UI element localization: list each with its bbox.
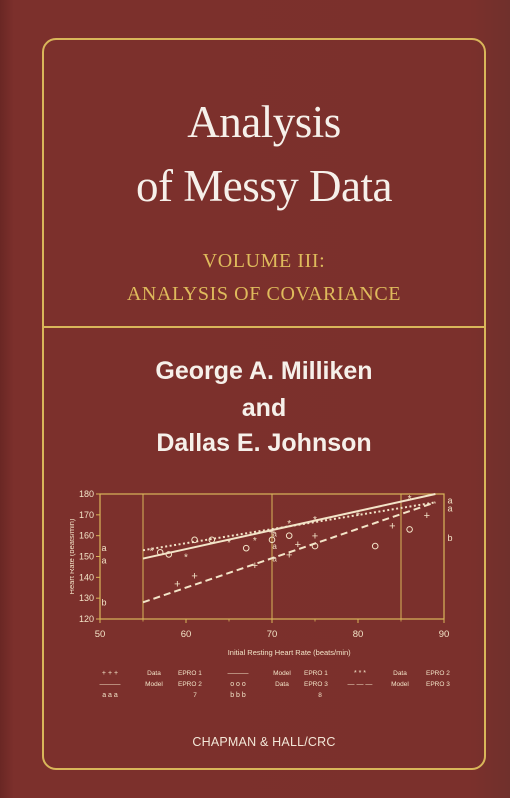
data-point-plus: + [269,527,275,539]
data-point-plus: + [252,560,258,572]
line-label-mid: a [272,542,277,551]
data-point-plus: + [191,570,197,582]
data-point-star: * [356,511,360,522]
legend-letters: 7 [193,692,197,699]
legend-label: EPRO 2 [426,670,450,677]
x-tick-label: 60 [181,629,192,640]
legend-label: EPRO 3 [426,681,450,688]
legend-label: EPRO 3 [304,681,328,688]
publisher-name: CHAPMAN & HALL/CRC [192,735,336,749]
data-point-circle [191,536,198,544]
legend-kind: Data [147,670,161,677]
fit-line-dashed [142,501,436,604]
data-point-circle [156,549,164,556]
author-2: Dallas E. Johnson [156,429,372,457]
legend-symbol: ——— [100,681,121,688]
legend-label: EPRO 1 [178,670,202,677]
y-tick-label: 150 [79,552,94,562]
y-tick-label: 140 [79,572,94,582]
y-tick-label: 160 [79,531,94,541]
data-point-circle [371,542,379,550]
data-point-circle [165,551,173,558]
fit-line-solid [142,493,436,560]
y-axis-label: Heart Rate (beats/min) [70,518,76,594]
volume-label: VOLUME III: [202,250,326,272]
legend-kind: Data [275,681,289,688]
data-point-circle [285,532,293,539]
volume-subtitle: ANALYSIS OF COVARIANCE [126,283,402,305]
data-point-plus: + [424,510,430,522]
x-tick-label: 90 [439,629,450,640]
data-point-star: * [408,494,412,505]
line-label-left: a [101,556,106,566]
legend-label: EPRO 2 [178,681,202,688]
data-point-plus: + [286,549,292,561]
x-tick-label: 50 [95,629,106,640]
line-label-right: b [447,533,452,543]
legend-kind: Model [273,670,291,677]
data-point-star: * [313,515,317,526]
data-point-star: * [287,519,291,530]
data-point-star: * [184,553,188,564]
x-tick-label: 80 [353,629,364,640]
line-label-right: a [447,495,452,505]
data-point-plus: + [312,531,318,543]
data-point-circle [208,536,216,544]
author-joiner: and [241,394,287,422]
data-point-plus: + [174,579,180,591]
legend-letters: 8 [318,692,322,699]
data-point-star: * [253,536,257,547]
legend-kind: Data [393,670,407,677]
data-point-circle [311,542,319,550]
title-line-1: Analysis [187,97,341,147]
legend-symbol: * * * [354,670,366,677]
x-tick-label: 70 [267,629,278,640]
data-point-circle [268,536,276,544]
y-tick-label: 130 [79,593,94,603]
line-label-left: a [101,543,106,553]
legend-label: EPRO 1 [304,670,328,677]
data-point-plus: + [389,520,395,532]
data-point-circle [242,544,250,552]
y-tick-label: 180 [79,489,94,499]
legend-symbol: o o o [230,681,246,688]
data-point-star: * [150,546,154,557]
cover-divider [43,326,485,328]
covariance-chart: 120 130 140 150 160 170 180 50 60 70 80 90 Initial R… [70,489,453,699]
data-point-star: * [227,538,231,549]
author-1: George A. Milliken [155,357,373,385]
y-tick-label: 120 [79,614,94,624]
data-point-circle [406,526,413,533]
title-line-2: of Messy Data [136,161,392,211]
legend-symbol: — — — [348,681,373,688]
legend-kind: Model [391,681,409,688]
line-label-mid: a [272,555,277,564]
line-label-right: a [447,504,452,514]
cover-frame [42,38,486,770]
x-axis-label: Initial Resting Heart Rate (beats/min) [228,648,351,657]
y-tick-label: 170 [79,510,94,520]
line-label-mid: a [272,530,277,539]
legend-symbol: ——— [228,670,249,677]
legend-symbol: + + + [102,670,118,677]
legend-letters: b b b [230,692,246,699]
legend-kind: Model [145,681,163,688]
line-label-left: b [101,597,106,607]
data-point-plus: + [295,539,301,551]
legend-letters: a a a [102,692,118,699]
